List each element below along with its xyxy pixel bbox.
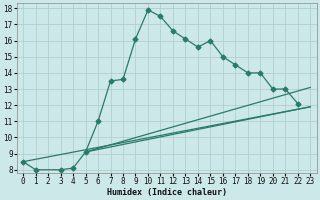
X-axis label: Humidex (Indice chaleur): Humidex (Indice chaleur) xyxy=(107,188,227,197)
